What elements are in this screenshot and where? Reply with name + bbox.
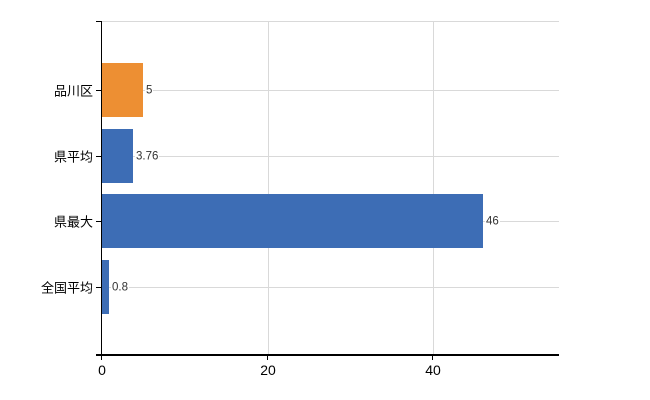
category-label-県最大: 県最大 <box>53 214 93 230</box>
bar-県最大 <box>102 194 483 248</box>
x-axis-tick <box>432 354 433 360</box>
category-label-品川区: 品川区 <box>53 83 93 99</box>
gridline-horizontal <box>102 287 559 288</box>
gridline-vertical <box>268 21 269 354</box>
x-tick-label-0: 0 <box>98 362 106 378</box>
y-axis-tick <box>96 21 102 22</box>
bar-品川区 <box>102 63 143 117</box>
y-axis-tick <box>96 221 102 222</box>
value-label-品川区: 5 <box>145 84 154 98</box>
value-label-全国平均: 0.8 <box>111 281 129 295</box>
gridline-horizontal-top <box>102 21 559 22</box>
value-label-県最大: 46 <box>485 215 500 229</box>
x-axis-tick <box>267 354 268 360</box>
bar-県平均 <box>102 129 133 183</box>
value-label-県平均: 3.76 <box>135 150 160 164</box>
gridline-horizontal <box>102 156 559 157</box>
bar-全国平均 <box>102 260 109 314</box>
y-axis-tick <box>96 90 102 91</box>
x-axis-line <box>96 354 559 356</box>
x-axis-tick <box>101 354 102 360</box>
category-label-県平均: 県平均 <box>53 149 93 165</box>
x-tick-label-40: 40 <box>425 362 441 378</box>
gridline-vertical <box>433 21 434 354</box>
y-axis-line <box>100 21 102 356</box>
gridline-horizontal <box>102 90 559 91</box>
y-axis-tick <box>96 156 102 157</box>
y-axis-tick <box>96 287 102 288</box>
category-label-全国平均: 全国平均 <box>40 280 93 296</box>
x-tick-label-20: 20 <box>260 362 276 378</box>
